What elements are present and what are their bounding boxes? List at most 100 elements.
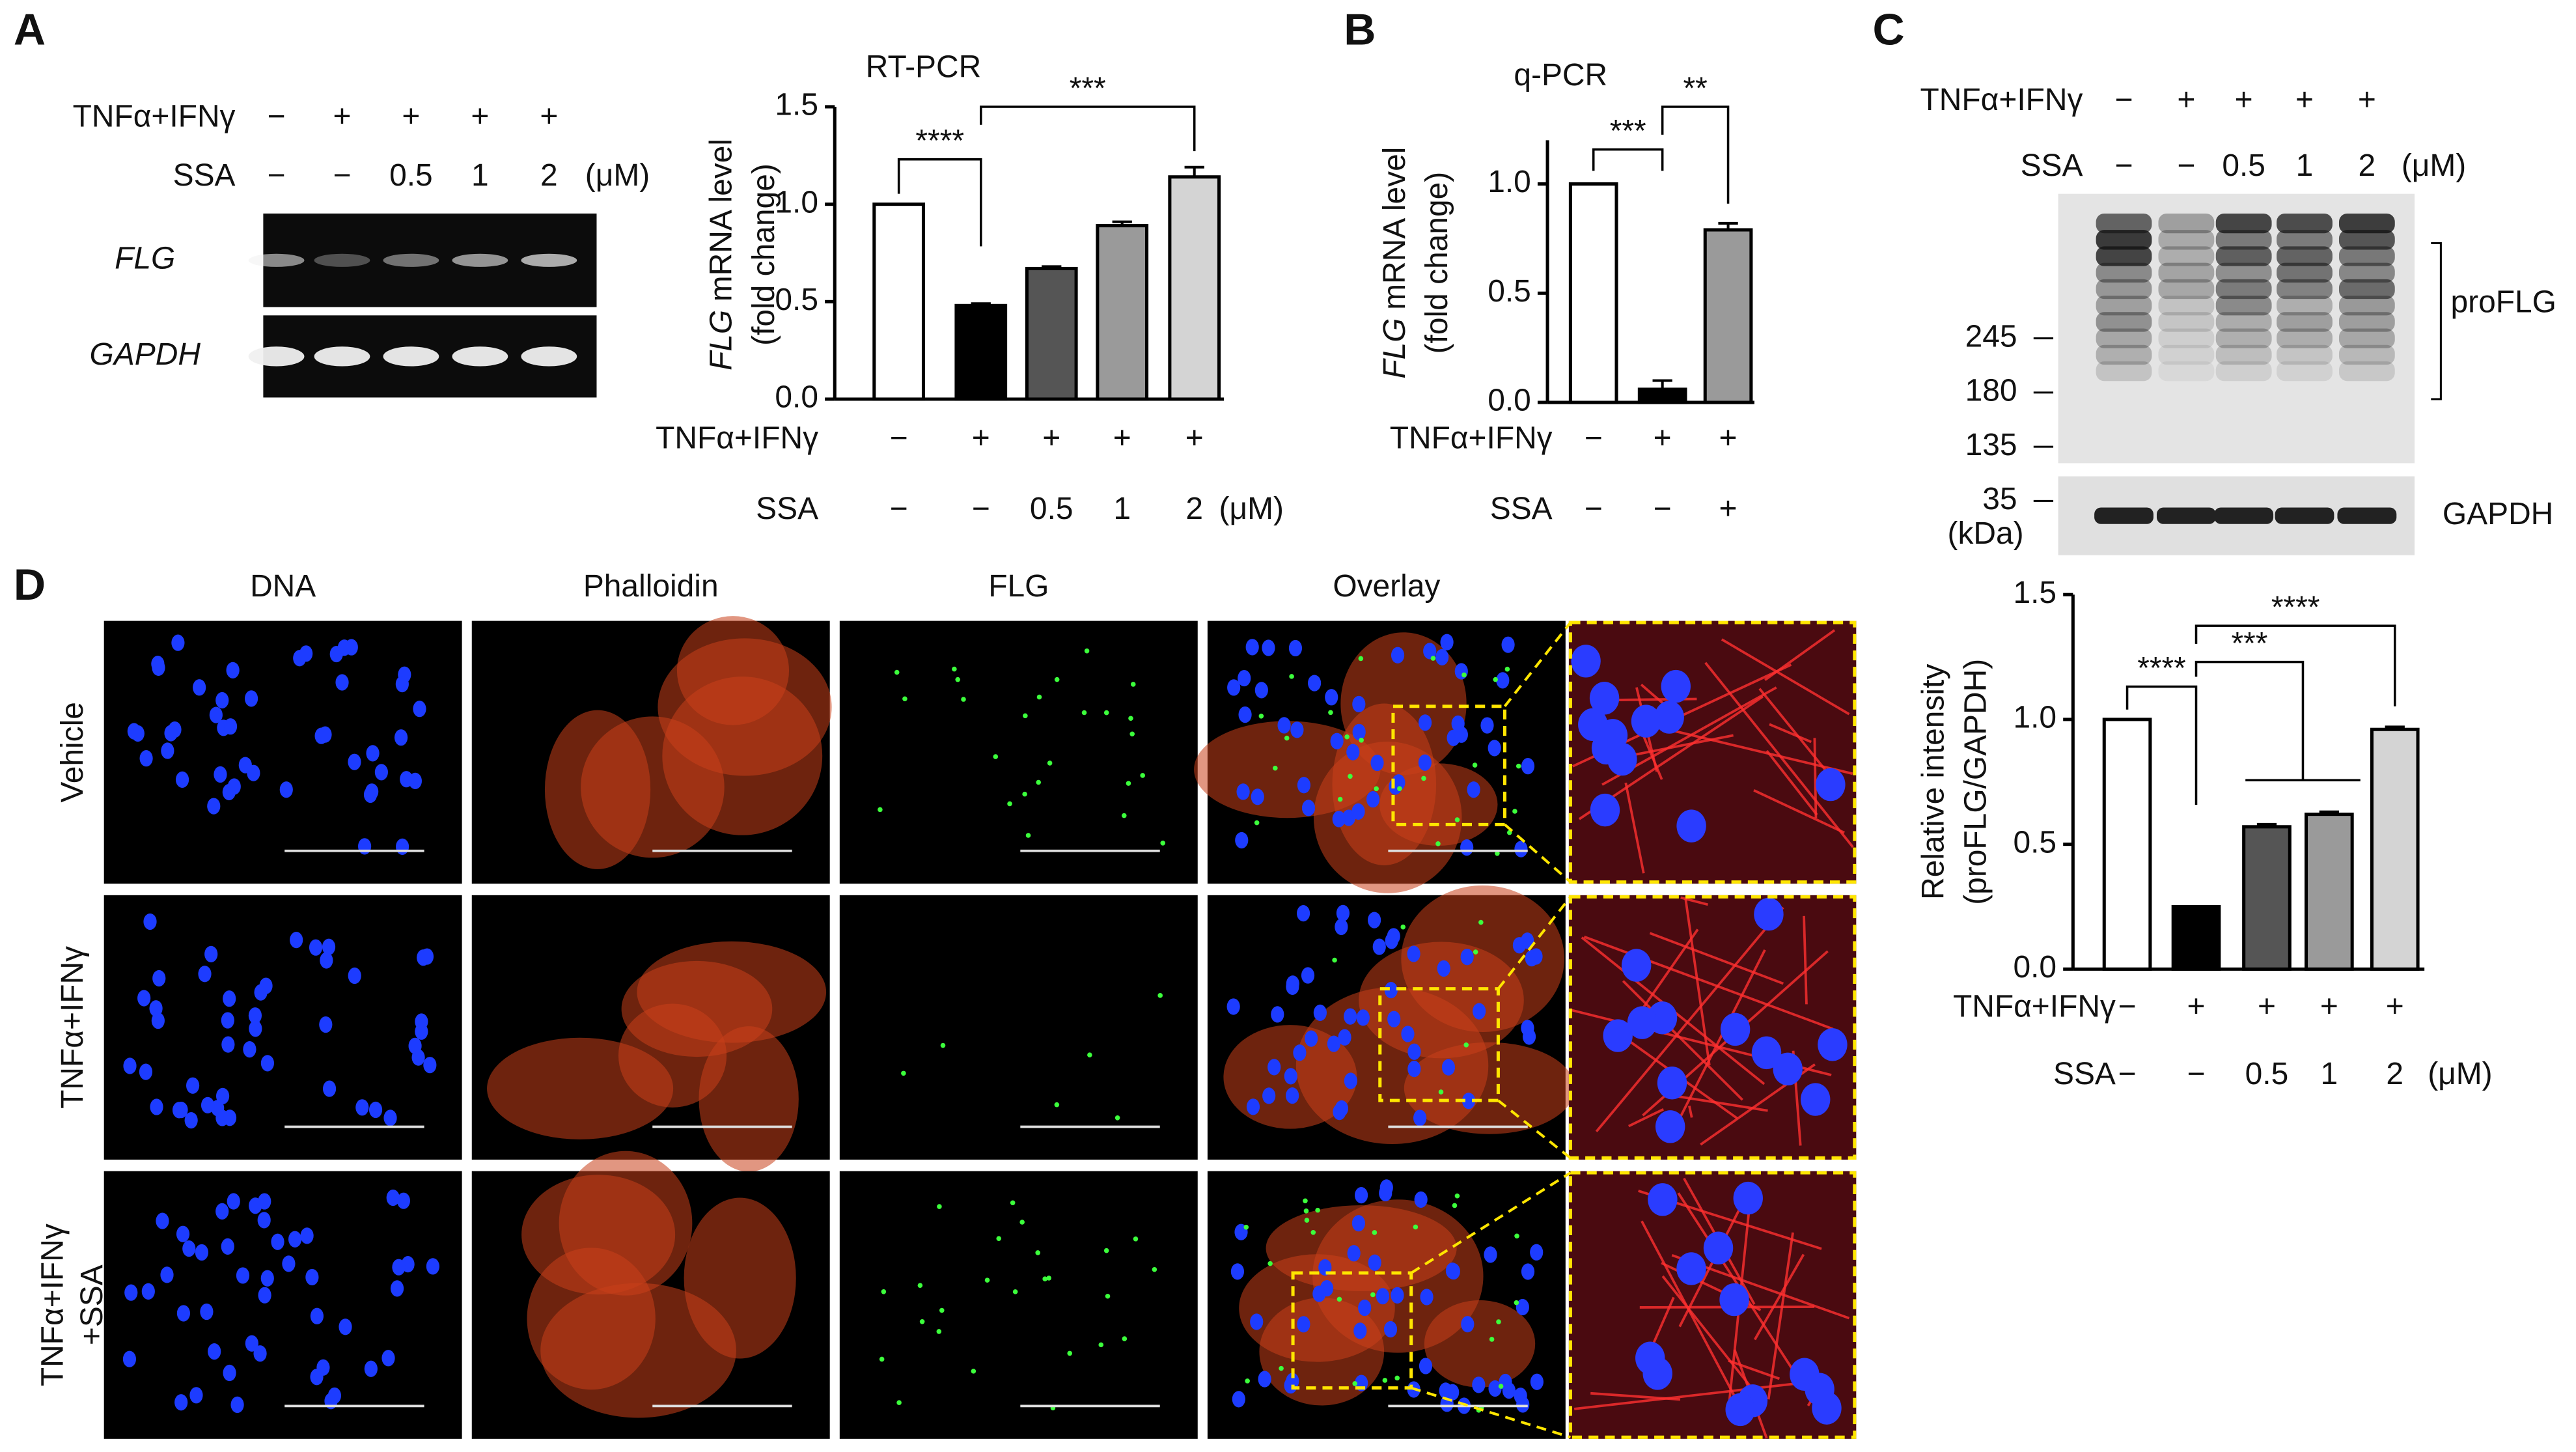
gel-band [521, 346, 577, 367]
band-label: proFLG [2451, 285, 2556, 319]
marker-label: 245 [1965, 319, 2017, 354]
flg-dot [1348, 774, 1353, 779]
bar [1703, 228, 1753, 404]
actin-patch [1359, 942, 1524, 1059]
nucleus [1338, 1029, 1351, 1046]
actin-patch [1424, 1300, 1536, 1388]
nucleus [1654, 701, 1684, 734]
nucleus [1451, 715, 1465, 732]
nucleus [1467, 781, 1480, 798]
nucleus [1351, 803, 1365, 820]
nucleus [215, 691, 229, 709]
micrograph [839, 895, 1198, 1160]
nucleus [335, 674, 349, 691]
bar [954, 303, 1008, 401]
nucleus [227, 778, 241, 795]
bar [1025, 266, 1078, 401]
row-label: Vehicle [55, 702, 90, 802]
blot-smear [2277, 296, 2333, 316]
nucleus [243, 1040, 256, 1058]
blot-smear [2338, 344, 2395, 365]
flg-dot [1332, 957, 1337, 963]
y-axis-label: Relative intensity [1916, 664, 1950, 900]
nucleus [248, 1007, 262, 1024]
nucleus [1262, 1087, 1276, 1104]
flg-dot [1105, 1293, 1111, 1299]
row-label: TNFα+IFNγ [36, 1223, 70, 1386]
micrograph [1207, 885, 1575, 1160]
blot-band [2275, 507, 2334, 524]
nucleus [209, 706, 223, 723]
unit-label: (μM) [2402, 148, 2466, 183]
nucleus [413, 701, 426, 718]
x-tick-label: + [972, 421, 990, 456]
nucleus [1530, 1244, 1544, 1261]
nucleus [1631, 705, 1661, 738]
nucleus [257, 1212, 271, 1229]
actin-patch [1266, 1205, 1457, 1292]
nucleus [189, 1387, 203, 1404]
nucleus [1327, 1035, 1340, 1052]
nucleus [150, 1098, 163, 1115]
blot-smear [2338, 328, 2395, 348]
bar [1096, 224, 1149, 401]
flg-dot [1496, 1319, 1501, 1324]
roi-box [1391, 705, 1507, 826]
flg-dot [1279, 1365, 1284, 1371]
flg-dot [1304, 1218, 1310, 1223]
nucleus [1419, 714, 1432, 731]
nucleus [124, 1284, 138, 1301]
blot-smear [2277, 246, 2333, 266]
nucleus [1407, 945, 1420, 962]
row-label: TNFα+IFNγ [1953, 990, 2116, 1024]
flg-dot [1421, 775, 1426, 781]
nucleus [1418, 754, 1432, 771]
flg-dot [894, 669, 900, 675]
x-tick-label: − [1585, 492, 1603, 526]
nucleus [1719, 1283, 1749, 1317]
nucleus [1305, 1030, 1318, 1047]
nucleus [1385, 932, 1398, 949]
nucleus [151, 1012, 165, 1029]
nucleus [374, 764, 388, 781]
nucleus [211, 1100, 225, 1117]
nucleus [408, 1037, 422, 1054]
nucleus [1368, 1254, 1381, 1271]
flg-dot [952, 666, 957, 672]
y-axis-label: FLG mRNA level [704, 139, 738, 370]
nucleus [395, 675, 409, 693]
blot-smear [2158, 213, 2215, 234]
flg-dot [1036, 694, 1042, 700]
nucleus [186, 1077, 200, 1094]
blot-smear [2338, 312, 2395, 332]
nucleus [1301, 800, 1316, 817]
nucleus [1232, 1391, 1245, 1408]
nucleus [227, 1193, 240, 1210]
nucleus [309, 939, 323, 956]
nucleus [258, 1287, 271, 1304]
flg-dot [1160, 841, 1166, 846]
flg-dot [1498, 1384, 1504, 1389]
flg-dot [1098, 1342, 1104, 1348]
nucleus [143, 913, 157, 930]
nucleus [223, 990, 236, 1007]
nucleus [152, 970, 166, 987]
nucleus [400, 771, 413, 788]
nucleus [131, 725, 145, 742]
nucleus [1460, 839, 1474, 856]
nucleus [320, 952, 333, 969]
lane-label: − [2115, 83, 2133, 117]
nucleus [1440, 634, 1454, 650]
zoom-panel [1568, 1171, 1857, 1439]
micrograph [1194, 621, 1566, 893]
column-header: DNA [250, 569, 316, 604]
y-tick-label: 0.5 [2013, 825, 2057, 859]
lane-label: + [402, 99, 420, 133]
marker-label: 135 [1965, 428, 2017, 462]
nucleus [1267, 1059, 1281, 1076]
nucleus [1525, 950, 1538, 967]
nucleus [223, 1364, 236, 1382]
x-tick-label: − [1585, 421, 1603, 456]
